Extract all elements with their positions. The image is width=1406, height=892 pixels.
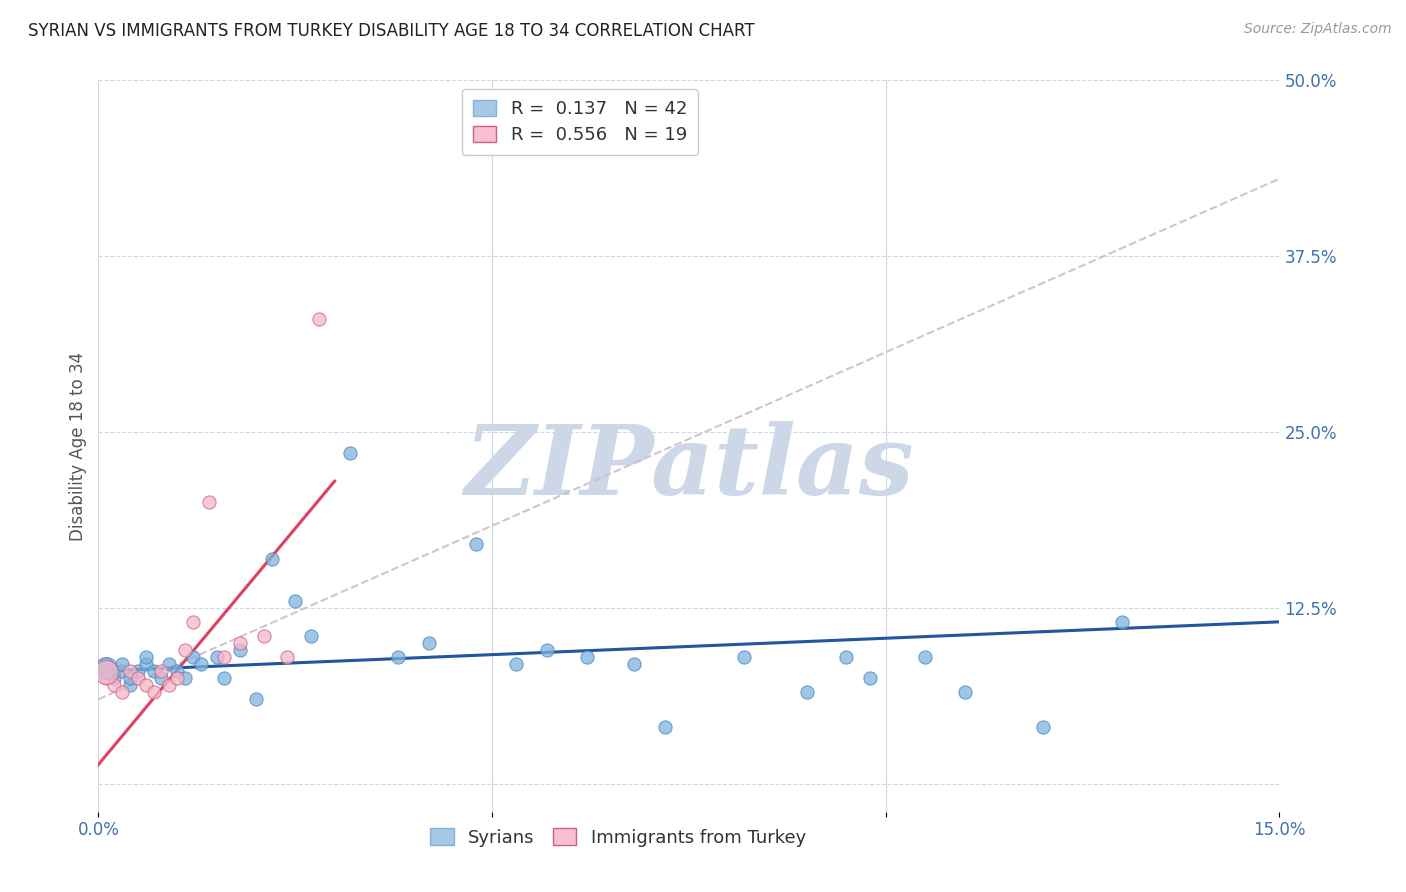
- Point: [111, 657, 134, 671]
- Point: [111, 685, 134, 699]
- Point: [96, 665, 118, 680]
- Point: [205, 650, 228, 665]
- Point: [654, 720, 676, 734]
- Point: [733, 650, 755, 665]
- Point: [181, 615, 204, 629]
- Point: [103, 671, 125, 685]
- Point: [214, 671, 236, 685]
- Point: [103, 678, 125, 692]
- Point: [103, 664, 125, 678]
- Point: [111, 664, 134, 678]
- Point: [536, 643, 558, 657]
- Point: [142, 685, 165, 699]
- Point: [150, 671, 173, 685]
- Point: [96, 664, 118, 678]
- Point: [1032, 720, 1054, 734]
- Point: [308, 312, 330, 326]
- Point: [135, 657, 157, 671]
- Point: [142, 664, 165, 678]
- Point: [623, 657, 645, 671]
- Point: [135, 650, 157, 665]
- Point: [1111, 615, 1133, 629]
- Point: [150, 664, 173, 678]
- Point: [245, 692, 267, 706]
- Point: [118, 664, 141, 678]
- Point: [229, 643, 252, 657]
- Point: [505, 657, 527, 671]
- Y-axis label: Disability Age 18 to 34: Disability Age 18 to 34: [69, 351, 87, 541]
- Point: [96, 661, 118, 675]
- Point: [118, 678, 141, 692]
- Point: [190, 657, 212, 671]
- Point: [229, 636, 252, 650]
- Point: [299, 629, 322, 643]
- Point: [575, 650, 598, 665]
- Point: [276, 650, 298, 665]
- Point: [214, 650, 236, 665]
- Point: [387, 650, 409, 665]
- Point: [181, 650, 204, 665]
- Point: [157, 678, 180, 692]
- Point: [96, 657, 118, 671]
- Point: [166, 671, 188, 685]
- Text: ZIPatlas: ZIPatlas: [464, 421, 914, 515]
- Text: SYRIAN VS IMMIGRANTS FROM TURKEY DISABILITY AGE 18 TO 34 CORRELATION CHART: SYRIAN VS IMMIGRANTS FROM TURKEY DISABIL…: [28, 22, 755, 40]
- Point: [135, 678, 157, 692]
- Text: Source: ZipAtlas.com: Source: ZipAtlas.com: [1244, 22, 1392, 37]
- Point: [197, 495, 219, 509]
- Point: [465, 537, 488, 551]
- Point: [418, 636, 440, 650]
- Point: [253, 629, 276, 643]
- Point: [260, 551, 283, 566]
- Point: [174, 643, 197, 657]
- Point: [953, 685, 976, 699]
- Point: [835, 650, 858, 665]
- Point: [127, 671, 149, 685]
- Point: [127, 664, 149, 678]
- Point: [914, 650, 936, 665]
- Point: [166, 664, 188, 678]
- Point: [859, 671, 882, 685]
- Point: [96, 664, 118, 678]
- Point: [174, 671, 197, 685]
- Point: [796, 685, 818, 699]
- Point: [339, 446, 361, 460]
- Point: [118, 671, 141, 685]
- Point: [96, 671, 118, 685]
- Legend: Syrians, Immigrants from Turkey: Syrians, Immigrants from Turkey: [423, 822, 813, 854]
- Point: [284, 593, 307, 607]
- Point: [157, 657, 180, 671]
